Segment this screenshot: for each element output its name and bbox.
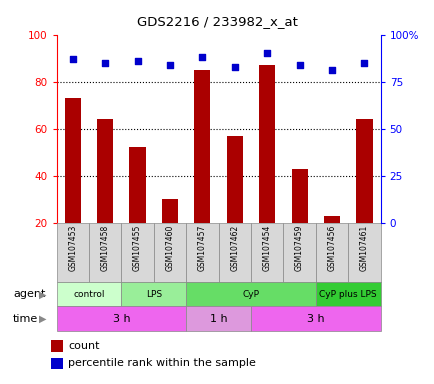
Bar	[161, 199, 178, 270]
Point	[166, 61, 173, 68]
Text: GSM107454: GSM107454	[262, 225, 271, 271]
Bar	[89, 223, 121, 282]
Text: GSM107461: GSM107461	[359, 225, 368, 271]
Bar	[121, 223, 154, 282]
Point	[198, 54, 205, 60]
Text: 3 h: 3 h	[306, 313, 324, 324]
Bar	[250, 306, 380, 331]
Bar	[121, 282, 186, 306]
Bar	[355, 119, 372, 270]
Text: 3 h: 3 h	[112, 313, 130, 324]
Bar	[283, 223, 315, 282]
Bar	[250, 223, 283, 282]
Bar	[129, 147, 145, 270]
Bar	[315, 282, 380, 306]
Text: GSM107462: GSM107462	[230, 225, 239, 271]
Text: control: control	[73, 290, 105, 299]
Point	[134, 58, 141, 64]
Text: percentile rank within the sample: percentile rank within the sample	[68, 358, 256, 368]
Bar	[194, 70, 210, 270]
Bar	[226, 136, 242, 270]
Text: GSM107453: GSM107453	[68, 225, 77, 271]
Bar	[186, 282, 315, 306]
Bar	[291, 169, 307, 270]
Text: GDS2216 / 233982_x_at: GDS2216 / 233982_x_at	[137, 15, 297, 28]
Text: count: count	[68, 341, 100, 351]
Text: LPS: LPS	[145, 290, 161, 299]
Text: ▶: ▶	[39, 289, 46, 300]
Point	[231, 63, 238, 70]
Point	[360, 60, 367, 66]
Bar	[186, 223, 218, 282]
Text: 1 h: 1 h	[209, 313, 227, 324]
Bar	[259, 65, 275, 270]
Bar	[154, 223, 186, 282]
Point	[102, 60, 108, 66]
Bar	[97, 119, 113, 270]
Text: GSM107459: GSM107459	[294, 225, 303, 271]
Text: CyP plus LPS: CyP plus LPS	[319, 290, 376, 299]
Bar	[51, 358, 63, 369]
Text: GSM107460: GSM107460	[165, 225, 174, 271]
Point	[328, 67, 335, 73]
Text: agent: agent	[13, 289, 45, 300]
Bar	[348, 223, 380, 282]
Bar	[323, 216, 339, 270]
Text: time: time	[13, 313, 38, 324]
Point	[296, 61, 302, 68]
Bar	[186, 306, 250, 331]
Text: GSM107455: GSM107455	[133, 225, 142, 271]
Bar	[65, 98, 81, 270]
Point	[69, 56, 76, 62]
Text: GSM107456: GSM107456	[327, 225, 336, 271]
Text: CyP: CyP	[242, 290, 259, 299]
Bar	[51, 340, 63, 352]
Text: GSM107457: GSM107457	[197, 225, 207, 271]
Bar	[218, 223, 250, 282]
Text: GSM107458: GSM107458	[100, 225, 109, 271]
Bar	[56, 223, 89, 282]
Bar	[56, 282, 121, 306]
Bar	[56, 306, 186, 331]
Point	[263, 50, 270, 56]
Bar	[315, 223, 347, 282]
Text: ▶: ▶	[39, 313, 46, 324]
